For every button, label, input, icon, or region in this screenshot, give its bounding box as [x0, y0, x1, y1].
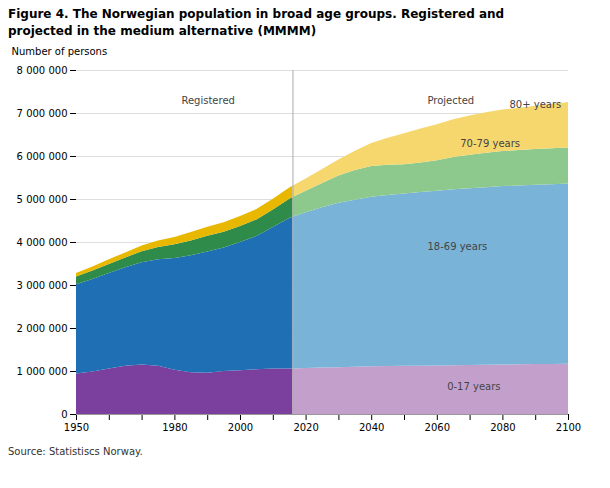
svg-text:3 000 000: 3 000 000	[17, 279, 68, 290]
svg-text:6 000 000: 6 000 000	[17, 150, 68, 161]
svg-text:2 000 000: 2 000 000	[17, 322, 68, 333]
svg-text:0: 0	[61, 408, 67, 419]
svg-text:4 000 000: 4 000 000	[17, 236, 68, 247]
svg-text:7 000 000: 7 000 000	[17, 107, 68, 118]
html-text:Figure 4. The Norwegian popula: Figure 4. The Norwegian population in br…	[8, 7, 505, 38]
svg-text:80+ years: 80+ years	[509, 99, 561, 110]
svg-text:2100: 2100	[556, 421, 581, 432]
svg-text:2080: 2080	[490, 421, 515, 432]
svg-text:2060: 2060	[425, 421, 450, 432]
html-text:Source: Statistiscs Norway.: Source: Statistiscs Norway.	[8, 445, 143, 457]
svg-text:2020: 2020	[293, 421, 318, 432]
svg-text:2000: 2000	[228, 421, 253, 432]
svg-text:Registered: Registered	[181, 94, 234, 105]
svg-text:0-17 years: 0-17 years	[447, 380, 500, 391]
svg-text:Number of persons: Number of persons	[12, 45, 108, 56]
svg-text:2040: 2040	[359, 421, 384, 432]
svg-text:1980: 1980	[162, 421, 187, 432]
svg-text:18-69 years: 18-69 years	[427, 241, 487, 252]
svg-text:5 000 000: 5 000 000	[17, 193, 68, 204]
svg-text:70-79 years: 70-79 years	[460, 137, 520, 148]
svg-text:1950: 1950	[64, 421, 89, 432]
svg-text:1 000 000: 1 000 000	[17, 365, 68, 376]
svg-text:Projected: Projected	[427, 94, 474, 105]
svg-text:8 000 000: 8 000 000	[17, 64, 68, 75]
